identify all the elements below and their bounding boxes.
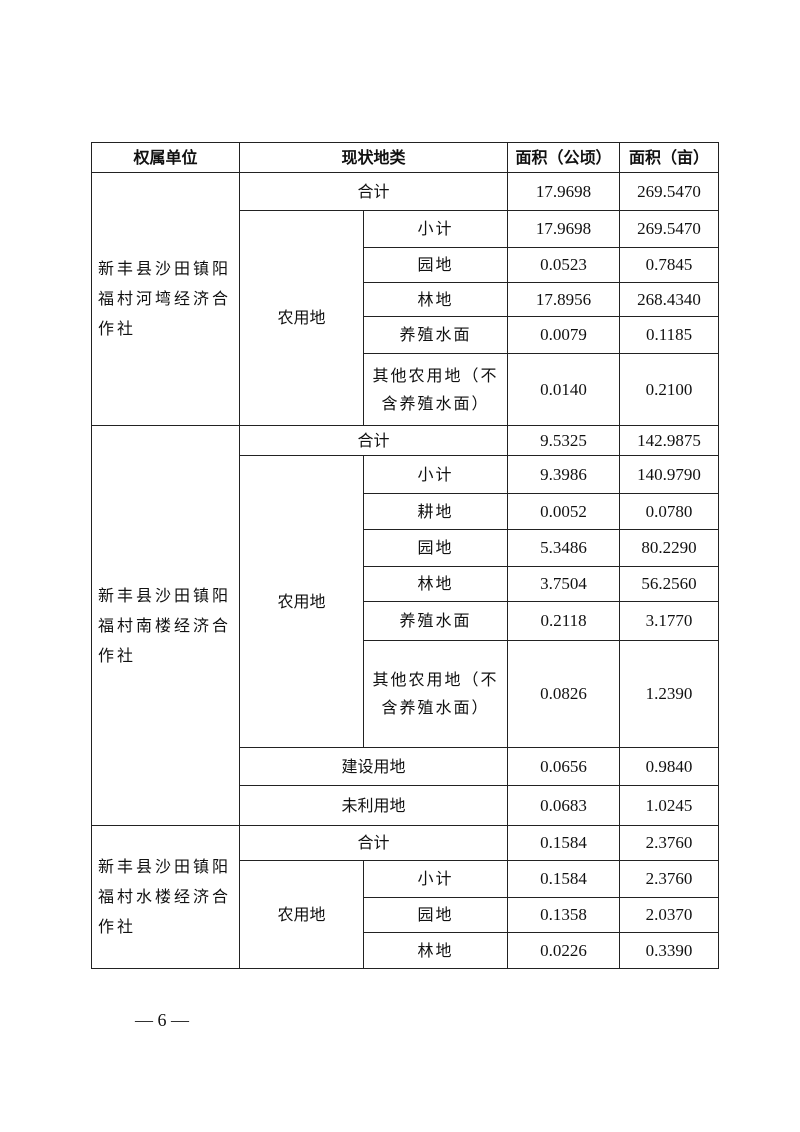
- land-subtype: 园地: [362, 247, 509, 283]
- area-ha: 17.9698: [507, 172, 621, 211]
- area-mu: 2.3760: [619, 860, 720, 898]
- area-mu: 142.9875: [619, 425, 720, 456]
- land-subtype: 林地: [362, 932, 509, 969]
- land-type: 未利用地: [238, 785, 509, 826]
- area-ha: 9.5325: [507, 425, 621, 456]
- area-mu: 268.4340: [619, 282, 720, 317]
- table-row: 新丰县沙田镇阳福村水楼经济合作社 合计 0.1584 2.3760: [91, 825, 720, 969]
- area-ha: 0.0826: [507, 640, 621, 748]
- area-mu: 0.0780: [619, 493, 720, 530]
- area-ha: 0.0052: [507, 493, 621, 530]
- area-mu: 140.9790: [619, 455, 720, 494]
- table-row: 农用地 小计 0.1584 2.3760: [92, 860, 720, 969]
- table-row: 林地 0.0226 0.3390: [92, 932, 720, 969]
- area-mu: 56.2560: [619, 566, 720, 602]
- land-subtype: 其他农用地（不含养殖水面）: [362, 640, 509, 748]
- table-row: 林地 17.8956 268.4340: [92, 282, 720, 317]
- area-mu: 0.3390: [619, 932, 720, 969]
- header-area-mu: 面积（亩）: [619, 142, 720, 173]
- land-subtype: 林地: [362, 282, 509, 317]
- table-row: 养殖水面 0.0079 0.1185: [92, 316, 720, 354]
- land-subtype: 小计: [362, 455, 509, 494]
- area-mu: 0.7845: [619, 247, 720, 283]
- agri-land-label: 农用地: [239, 860, 364, 969]
- area-ha: 5.3486: [507, 529, 621, 567]
- table-row: 园地 0.0523 0.7845: [92, 247, 720, 283]
- area-mu: 2.3760: [619, 825, 720, 861]
- area-ha: 0.2118: [507, 601, 621, 641]
- agri-land-label: 农用地: [239, 210, 364, 426]
- area-ha: 0.1584: [507, 825, 621, 861]
- land-subtype: 耕地: [362, 493, 509, 530]
- area-ha: 3.7504: [507, 566, 621, 602]
- land-subtype: 养殖水面: [362, 601, 509, 641]
- total-label: 合计: [238, 425, 509, 456]
- table-row: 新丰县沙田镇阳福村河塆经济合作社 合计 17.9698 269.5470: [91, 172, 720, 426]
- table-row: 林地 3.7504 56.2560: [92, 566, 720, 602]
- area-mu: 269.5470: [619, 210, 720, 248]
- area-mu: 269.5470: [619, 172, 720, 211]
- area-ha: 17.8956: [507, 282, 621, 317]
- table-row: 园地 5.3486 80.2290: [92, 529, 720, 567]
- area-mu: 1.2390: [619, 640, 720, 748]
- land-subtype: 园地: [362, 897, 509, 933]
- land-subtype: 小计: [362, 860, 509, 898]
- table-row: 园地 0.1358 2.0370: [92, 897, 720, 933]
- page-number: — 6 —: [135, 1010, 189, 1030]
- land-area-table: 权属单位 现状地类 面积（公顷） 面积（亩） 新丰县沙田镇阳福村河塆经济合作社合…: [91, 142, 720, 969]
- area-ha: 0.0523: [507, 247, 621, 283]
- area-ha: 17.9698: [507, 210, 621, 248]
- header-area-ha: 面积（公顷）: [507, 142, 621, 173]
- land-subtype: 园地: [362, 529, 509, 567]
- area-ha: 0.0226: [507, 932, 621, 969]
- area-mu: 3.1770: [619, 601, 720, 641]
- area-ha: 0.0079: [507, 316, 621, 354]
- area-mu: 80.2290: [619, 529, 720, 567]
- land-subtype: 林地: [362, 566, 509, 602]
- table-row: 养殖水面 0.2118 3.1770: [92, 601, 720, 641]
- table-row: 未利用地 0.0683 1.0245: [92, 785, 720, 826]
- area-mu: 0.2100: [619, 353, 720, 426]
- area-ha: 9.3986: [507, 455, 621, 494]
- table-row: 其他农用地（不含养殖水面） 0.0826 1.2390: [92, 640, 720, 748]
- owner-unit: 新丰县沙田镇阳福村河塆经济合作社: [91, 172, 240, 426]
- table-row: 农用地 小计 9.3986 140.9790: [92, 455, 720, 748]
- area-ha: 0.1584: [507, 860, 621, 898]
- header-land-type: 现状地类: [238, 142, 509, 173]
- land-subtype: 小计: [362, 210, 509, 248]
- owner-unit: 新丰县沙田镇阳福村水楼经济合作社: [91, 825, 240, 969]
- area-ha: 0.1358: [507, 897, 621, 933]
- area-ha: 0.0656: [507, 747, 621, 786]
- agri-land-label: 农用地: [239, 455, 364, 748]
- table-row: 其他农用地（不含养殖水面） 0.0140 0.2100: [92, 353, 720, 426]
- area-ha: 0.0683: [507, 785, 621, 826]
- area-mu: 2.0370: [619, 897, 720, 933]
- header-row: 权属单位 现状地类 面积（公顷） 面积（亩）: [91, 142, 720, 173]
- area-mu: 1.0245: [619, 785, 720, 826]
- area-mu: 0.9840: [619, 747, 720, 786]
- land-subtype: 其他农用地（不含养殖水面）: [362, 353, 509, 426]
- area-ha: 0.0140: [507, 353, 621, 426]
- table-row: 农用地 小计 17.9698 269.5470: [92, 210, 720, 426]
- header-owner: 权属单位: [91, 142, 240, 173]
- land-subtype: 养殖水面: [362, 316, 509, 354]
- area-mu: 0.1185: [619, 316, 720, 354]
- land-type: 建设用地: [238, 747, 509, 786]
- owner-unit: 新丰县沙田镇阳福村南楼经济合作社: [91, 425, 240, 826]
- table-row: 建设用地 0.0656 0.9840: [92, 747, 720, 786]
- total-label: 合计: [238, 172, 509, 211]
- table-row: 新丰县沙田镇阳福村南楼经济合作社 合计 9.5325 142.9875: [91, 425, 720, 826]
- total-label: 合计: [238, 825, 509, 861]
